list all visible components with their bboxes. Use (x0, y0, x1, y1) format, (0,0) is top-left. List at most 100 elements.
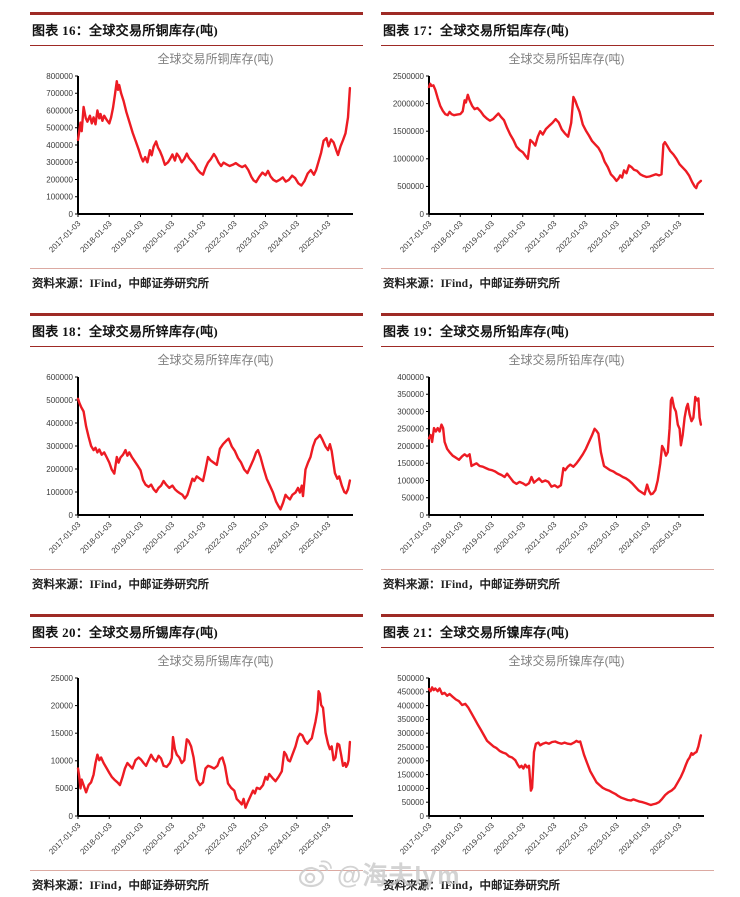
chart-svg: 全球交易所锡库存(吨) 0 5000 10000 15000 20000 25000 2017… (47, 653, 353, 857)
zinc-inventory-chart: 全球交易所锌库存(吨) 0 100000 200000 300000 400000 5000… (30, 347, 363, 567)
svg-text:2025-01-03: 2025-01-03 (648, 520, 684, 556)
svg-text:2025-01-03: 2025-01-03 (297, 219, 333, 255)
svg-text:350000: 350000 (397, 715, 424, 724)
axis-ticks-and-labels: 0 50000 100000 150000 200000 250000 300000 3500… (397, 373, 684, 556)
svg-text:2020-01-03: 2020-01-03 (141, 520, 177, 556)
chart-axes (428, 678, 704, 817)
figure-19-header: 图表 19：全球交易所铅库存(吨) (381, 313, 714, 347)
figure-21-header: 图表 21：全球交易所镍库存(吨) (381, 614, 714, 648)
svg-text:2000000: 2000000 (393, 99, 425, 108)
svg-text:2025-01-03: 2025-01-03 (648, 219, 684, 255)
figure-grid: 图表 16：全球交易所铜库存(吨) 全球交易所铜库存(吨) 0 100000 2000… (30, 12, 714, 893)
svg-text:25000: 25000 (51, 674, 74, 683)
series-line (76, 690, 352, 809)
svg-text:500000: 500000 (46, 124, 73, 133)
svg-text:250000: 250000 (397, 743, 424, 752)
svg-text:2017-01-03: 2017-01-03 (398, 821, 434, 857)
svg-text:2025-01-03: 2025-01-03 (648, 821, 684, 857)
svg-text:2019-01-03: 2019-01-03 (461, 821, 497, 857)
svg-text:0: 0 (420, 511, 425, 520)
svg-text:1000000: 1000000 (393, 155, 425, 164)
series-line (76, 397, 352, 511)
svg-text:2024-01-03: 2024-01-03 (617, 821, 653, 857)
svg-text:50000: 50000 (402, 494, 425, 503)
svg-text:400000: 400000 (397, 701, 424, 710)
svg-text:1500000: 1500000 (393, 127, 425, 136)
svg-text:2018-01-03: 2018-01-03 (78, 821, 114, 857)
svg-text:500000: 500000 (46, 396, 73, 405)
svg-text:2021-01-03: 2021-01-03 (172, 520, 208, 556)
chart-axes (77, 678, 353, 817)
figure-21-source: 资料来源：IFind，中邮证券研究所 (381, 870, 714, 893)
svg-text:500000: 500000 (397, 674, 424, 683)
svg-text:0: 0 (69, 210, 74, 219)
svg-text:2017-01-03: 2017-01-03 (398, 520, 434, 556)
svg-text:2018-01-03: 2018-01-03 (78, 520, 114, 556)
chart-svg: 全球交易所铜库存(吨) 0 100000 200000 300000 400000 5000… (46, 51, 353, 255)
svg-text:600000: 600000 (46, 373, 73, 382)
svg-text:20000: 20000 (51, 701, 74, 710)
figure-16-copper: 图表 16：全球交易所铜库存(吨) 全球交易所铜库存(吨) 0 100000 2000… (30, 12, 363, 291)
svg-text:2024-01-03: 2024-01-03 (266, 219, 302, 255)
svg-text:2022-01-03: 2022-01-03 (203, 520, 239, 556)
svg-text:2018-01-03: 2018-01-03 (429, 821, 465, 857)
copper-inventory-chart: 全球交易所铜库存(吨) 0 100000 200000 300000 400000 5000… (30, 46, 363, 266)
svg-text:2023-01-03: 2023-01-03 (586, 821, 622, 857)
svg-text:2022-01-03: 2022-01-03 (203, 219, 239, 255)
series-line (427, 82, 703, 190)
svg-text:2018-01-03: 2018-01-03 (429, 520, 465, 556)
svg-text:200000: 200000 (397, 757, 424, 766)
svg-text:600000: 600000 (46, 106, 73, 115)
svg-text:2024-01-03: 2024-01-03 (617, 520, 653, 556)
chart-title: 全球交易所铅库存(吨) (509, 352, 625, 367)
svg-text:100000: 100000 (46, 488, 73, 497)
chart-axes (77, 76, 353, 215)
svg-text:400000: 400000 (46, 419, 73, 428)
svg-text:2018-01-03: 2018-01-03 (429, 219, 465, 255)
figure-18-header: 图表 18：全球交易所锌库存(吨) (30, 313, 363, 347)
svg-text:15000: 15000 (51, 729, 74, 738)
figure-17-source: 资料来源：IFind，中邮证券研究所 (381, 268, 714, 291)
svg-text:2019-01-03: 2019-01-03 (461, 520, 497, 556)
chart-title: 全球交易所锡库存(吨) (158, 653, 274, 668)
figure-18-source: 资料来源：IFind，中邮证券研究所 (30, 569, 363, 592)
svg-text:100000: 100000 (46, 193, 73, 202)
svg-text:2020-01-03: 2020-01-03 (492, 219, 528, 255)
figure-20-source: 资料来源：IFind，中邮证券研究所 (30, 870, 363, 893)
svg-text:700000: 700000 (46, 89, 73, 98)
svg-text:2023-01-03: 2023-01-03 (586, 219, 622, 255)
lead-inventory-chart: 全球交易所铅库存(吨) 0 50000 100000 150000 200000 25000… (381, 347, 714, 567)
figure-17-aluminum: 图表 17：全球交易所铝库存(吨) 全球交易所铝库存(吨) 0 500000 1000… (381, 12, 714, 291)
svg-text:2020-01-03: 2020-01-03 (492, 821, 528, 857)
svg-text:400000: 400000 (46, 141, 73, 150)
svg-text:300000: 300000 (397, 407, 424, 416)
series-line (427, 686, 703, 807)
svg-text:2025-01-03: 2025-01-03 (297, 821, 333, 857)
svg-text:2024-01-03: 2024-01-03 (266, 821, 302, 857)
svg-text:2023-01-03: 2023-01-03 (235, 520, 271, 556)
svg-text:2022-01-03: 2022-01-03 (203, 821, 239, 857)
svg-text:300000: 300000 (46, 442, 73, 451)
figure-19-lead: 图表 19：全球交易所铅库存(吨) 全球交易所铅库存(吨) 0 50000 10000… (381, 313, 714, 592)
svg-text:2017-01-03: 2017-01-03 (47, 219, 83, 255)
svg-text:200000: 200000 (397, 442, 424, 451)
svg-text:2020-01-03: 2020-01-03 (141, 821, 177, 857)
chart-axes (428, 76, 704, 215)
figure-20-tin: 图表 20：全球交易所锡库存(吨) 全球交易所锡库存(吨) 0 5000 10000 1… (30, 614, 363, 893)
svg-text:2019-01-03: 2019-01-03 (110, 821, 146, 857)
svg-text:2024-01-03: 2024-01-03 (266, 520, 302, 556)
svg-text:0: 0 (69, 812, 74, 821)
figure-17-header: 图表 17：全球交易所铝库存(吨) (381, 12, 714, 46)
svg-text:450000: 450000 (397, 688, 424, 697)
svg-text:2021-01-03: 2021-01-03 (172, 219, 208, 255)
axis-ticks-and-labels: 0 5000 10000 15000 20000 25000 2017-01-032018-… (47, 674, 333, 857)
figure-16-source: 资料来源：IFind，中邮证券研究所 (30, 268, 363, 291)
svg-text:2020-01-03: 2020-01-03 (141, 219, 177, 255)
figure-19-source: 资料来源：IFind，中邮证券研究所 (381, 569, 714, 592)
nickel-inventory-chart: 全球交易所镍库存(吨) 0 50000 100000 150000 200000 25000… (381, 648, 714, 868)
svg-text:100000: 100000 (397, 784, 424, 793)
series-line (427, 395, 703, 496)
svg-text:300000: 300000 (397, 729, 424, 738)
chart-svg: 全球交易所锌库存(吨) 0 100000 200000 300000 400000 5000… (46, 352, 353, 556)
